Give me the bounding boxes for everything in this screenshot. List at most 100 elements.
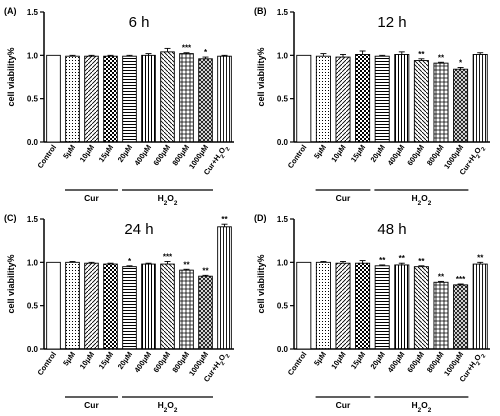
- x-tick-label: 15μM: [97, 350, 115, 371]
- significance-marker: **: [379, 256, 386, 265]
- bar: [84, 55, 99, 143]
- bar: [335, 56, 351, 143]
- x-tick-label: 15μM: [97, 143, 115, 164]
- y-axis-label: cell viability%: [256, 254, 266, 313]
- x-tick-label: Control: [35, 350, 58, 377]
- group-label: Cur: [336, 193, 351, 203]
- group-label: Cur: [336, 400, 351, 410]
- x-tick-label: 20μM: [368, 350, 386, 371]
- bar: [315, 261, 331, 350]
- significance-marker: **: [399, 254, 406, 263]
- bar: [179, 269, 194, 350]
- bar: [394, 264, 410, 350]
- chart-panel: (C) 24 h cell viability% 0.0 0.5 1.0 1.5 Contro…: [4, 213, 234, 414]
- significance-marker: **: [221, 215, 228, 224]
- panel-title: 6 h: [129, 14, 150, 31]
- bar: [413, 60, 429, 143]
- y-tick-label: 0.0: [27, 138, 39, 147]
- x-tick-label: 10μM: [329, 143, 347, 164]
- bar: [453, 284, 469, 350]
- bar: [103, 55, 118, 143]
- bar: [160, 263, 175, 350]
- x-tick-label: 20μM: [116, 143, 134, 164]
- bar: [355, 54, 371, 143]
- y-tick-label: 0.5: [27, 302, 39, 311]
- y-tick-label: 1.0: [27, 258, 39, 267]
- panel-label: (C): [4, 213, 17, 223]
- significance-marker: **: [183, 260, 190, 269]
- significance-marker: ***: [456, 275, 466, 284]
- y-tick-label: 0.5: [277, 95, 289, 104]
- bar: [46, 54, 61, 143]
- bar: [160, 51, 175, 143]
- group-label: H2O2: [158, 400, 178, 414]
- bar: [413, 266, 429, 350]
- y-tick-label: 1.0: [277, 51, 289, 60]
- bar: [394, 54, 410, 143]
- bar: [103, 263, 118, 350]
- group-label: H2O2: [158, 193, 178, 207]
- bar: [198, 58, 213, 143]
- bar: [141, 54, 156, 143]
- x-tick-label: 400μM: [386, 350, 407, 374]
- panel-title: 24 h: [124, 221, 153, 238]
- bar: [374, 265, 390, 350]
- significance-marker: **: [418, 50, 425, 59]
- y-tick-label: 1.5: [277, 215, 289, 224]
- bar: [472, 263, 488, 350]
- chart-panel: (D) 48 h cell viability% 0.0 0.5 1.0 1.5 Contro…: [254, 213, 490, 414]
- x-tick-label: 10μM: [78, 350, 96, 371]
- significance-marker: ***: [163, 252, 173, 261]
- panel-label: (D): [254, 213, 267, 223]
- bar: [84, 262, 99, 350]
- x-tick-label: 20μM: [368, 143, 386, 164]
- bar: [296, 261, 312, 350]
- bar: [296, 54, 312, 143]
- chart-panel: (A) 6 h cell viability% 0.0 0.5 1.0 1.5 Control…: [4, 6, 234, 207]
- y-tick-label: 0.5: [277, 302, 289, 311]
- panel-title: 48 h: [377, 221, 406, 238]
- significance-marker: *: [128, 257, 132, 266]
- x-tick-label: Control: [286, 350, 309, 377]
- group-label: H2O2: [411, 193, 431, 207]
- bar: [453, 68, 469, 143]
- bar: [355, 262, 371, 350]
- bar: [65, 261, 80, 350]
- x-tick-label: 400μM: [386, 143, 407, 167]
- bar: [141, 263, 156, 350]
- y-axis-label: cell viability%: [6, 47, 16, 106]
- significance-marker: **: [202, 266, 209, 275]
- x-tick-label: 20μM: [116, 350, 134, 371]
- significance-marker: ***: [182, 44, 192, 53]
- bar: [433, 62, 449, 143]
- significance-marker: **: [477, 253, 484, 262]
- bar: [122, 266, 137, 350]
- x-tick-label: 5μM: [312, 350, 328, 367]
- x-tick-label: Control: [286, 143, 309, 170]
- y-tick-label: 0.0: [27, 345, 39, 354]
- chart-panel: (B) 12 h cell viability% 0.0 0.5 1.0 1.5 Contro…: [254, 6, 490, 207]
- y-tick-label: 1.5: [277, 8, 289, 17]
- x-tick-label: 600μM: [151, 350, 172, 374]
- significance-marker: *: [204, 48, 208, 57]
- y-tick-label: 1.5: [27, 215, 39, 224]
- bar: [433, 281, 449, 350]
- panel-label: (B): [254, 6, 267, 16]
- bar: [472, 54, 488, 143]
- bar: [315, 55, 331, 143]
- y-axis-label: cell viability%: [6, 254, 16, 313]
- y-tick-label: 0.0: [277, 138, 289, 147]
- y-axis-label: cell viability%: [256, 47, 266, 106]
- x-tick-label: 15μM: [349, 143, 367, 164]
- significance-marker: *: [459, 58, 463, 67]
- y-tick-label: 1.0: [277, 258, 289, 267]
- x-tick-label: 5μM: [61, 143, 77, 160]
- panel-label: (A): [4, 6, 17, 16]
- bar: [335, 262, 351, 350]
- significance-marker: **: [418, 257, 425, 266]
- x-tick-label: 10μM: [329, 350, 347, 371]
- x-tick-label: 10μM: [78, 143, 96, 164]
- x-tick-label: 400μM: [132, 350, 153, 374]
